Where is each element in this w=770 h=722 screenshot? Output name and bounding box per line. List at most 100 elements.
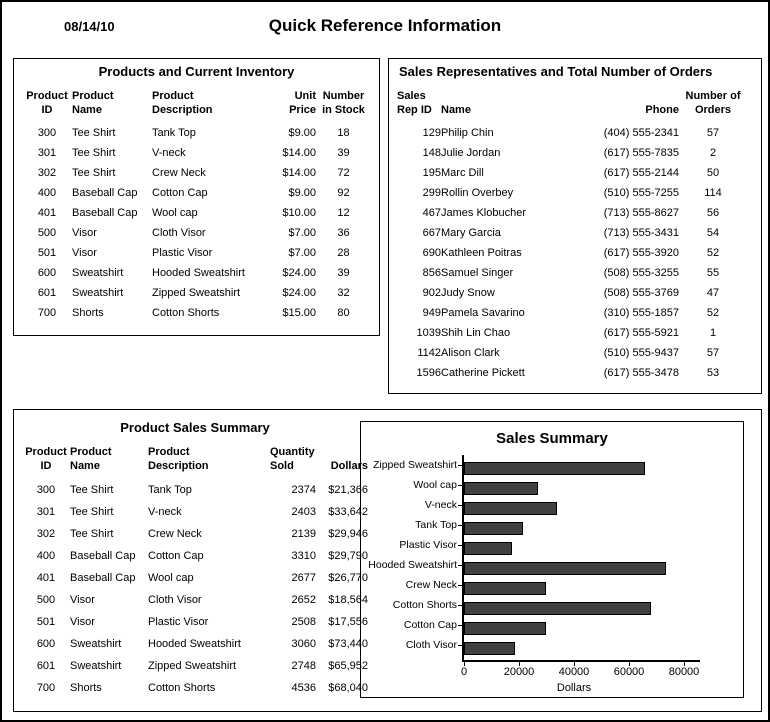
table-cell: Visor — [70, 615, 95, 628]
column-header: Number in Stock — [322, 90, 365, 117]
y-tick-mark — [458, 524, 462, 526]
table-cell: 50 — [706, 166, 720, 179]
table-cell: Tee Shirt — [70, 483, 114, 496]
chart-category-text: Plastic Visor — [399, 539, 457, 551]
table-row: 949 Pamela Savarino (310) 555-1857 52 — [397, 303, 747, 323]
table-row: 300 Tee Shirt Tank Top $9.00 18 — [22, 123, 371, 143]
table-cell: 299 — [422, 186, 441, 199]
table-cell: Baseball Cap — [72, 186, 138, 199]
table-cell: Cotton Shorts — [152, 306, 220, 319]
chart-bar — [464, 461, 645, 475]
sales-reps-panel-title: Sales Representatives and Total Number o… — [399, 64, 713, 79]
chart-bar — [464, 621, 546, 635]
table-cell: 949 — [422, 306, 441, 319]
table-cell: 601 — [36, 659, 56, 672]
table-row: 600 Sweatshirt Hooded Sweatshirt $24.00 39 — [22, 263, 371, 283]
chart-bar — [464, 521, 523, 535]
table-cell: 667 — [422, 226, 441, 239]
table-cell: Rollin Overbey — [441, 186, 514, 199]
table-cell: 57 — [706, 126, 720, 139]
table-cell: 902 — [422, 286, 441, 299]
table-cell: $10.00 — [282, 206, 316, 219]
column-header: Unit Price — [289, 90, 316, 117]
table-row: 400 Baseball Cap Cotton Cap $9.00 92 — [22, 183, 371, 203]
product-sales-title: Product Sales Summary — [120, 420, 270, 435]
column-header: Phone — [645, 104, 679, 117]
table-row: 302 Tee Shirt Crew Neck $14.00 72 — [22, 163, 371, 183]
table-cell: $33,642 — [328, 505, 368, 518]
table-cell: 55 — [706, 266, 720, 279]
table-cell: 1596 — [416, 366, 441, 379]
table-cell: 39 — [337, 266, 350, 279]
chart-bar-row — [464, 638, 700, 658]
table-cell: (510) 555-7255 — [603, 186, 679, 199]
table-row: 600 Sweatshirt Hooded Sweatshirt 3060 $73,44… — [22, 633, 368, 655]
table-row: 1142 Alison Clark (510) 555-9437 57 — [397, 343, 747, 363]
table-row: 300 Tee Shirt Tank Top 2374 $21,366 — [22, 479, 368, 501]
chart-category-text: Cloth Visor — [405, 639, 457, 651]
table-cell: Tee Shirt — [72, 166, 116, 179]
table-cell: 1039 — [416, 326, 441, 339]
y-tick-mark — [458, 504, 462, 506]
table-row: 501 Visor Plastic Visor $7.00 28 — [22, 243, 371, 263]
table-cell: (617) 555-3920 — [603, 246, 679, 259]
table-cell: 4536 — [291, 681, 316, 694]
table-cell: $14.00 — [282, 166, 316, 179]
x-tick-label: 40000 — [558, 666, 590, 678]
table-cell: 2 — [709, 146, 717, 159]
y-tick-mark — [458, 644, 462, 646]
table-row: 667 Mary Garcia (713) 555-3431 54 — [397, 223, 747, 243]
table-row: 700 Shorts Cotton Shorts $15.00 80 — [22, 303, 371, 323]
table-cell: 114 — [704, 186, 722, 199]
table-row: 500 Visor Cloth Visor $7.00 36 — [22, 223, 371, 243]
table-cell: Sweatshirt — [72, 266, 124, 279]
table-row: 195 Marc Dill (617) 555-2144 50 — [397, 163, 747, 183]
table-cell: Hooded Sweatshirt — [148, 637, 241, 650]
table-cell: 129 — [422, 126, 441, 139]
table-cell: Kathleen Poitras — [441, 246, 522, 259]
chart-bar-row — [464, 618, 700, 638]
table-row: 400 Baseball Cap Cotton Cap 3310 $29,790 — [22, 545, 368, 567]
table-cell: Visor — [72, 246, 97, 259]
table-cell: Tank Top — [148, 483, 192, 496]
table-cell: Catherine Pickett — [441, 366, 525, 379]
table-cell: 2748 — [291, 659, 316, 672]
table-cell: $14.00 — [282, 146, 316, 159]
table-cell: Judy Snow — [441, 286, 495, 299]
column-header: Dollars — [330, 460, 368, 473]
inventory-panel: Products and Current Inventory Product I… — [13, 58, 380, 336]
table-cell: $7.00 — [288, 246, 316, 259]
chart-bar-row — [464, 498, 700, 518]
report-date: 08/14/10 — [64, 19, 115, 34]
chart-bar — [464, 481, 538, 495]
table-cell: 400 — [36, 549, 56, 562]
table-cell: Zipped Sweatshirt — [152, 286, 241, 299]
table-cell: 600 — [37, 266, 57, 279]
table-cell: 690 — [422, 246, 441, 259]
table-cell: (713) 555-8627 — [603, 206, 679, 219]
table-cell: 32 — [337, 286, 350, 299]
chart-category-label: Cotton Cap — [361, 615, 462, 635]
table-cell: 501 — [37, 246, 57, 259]
table-cell: V-neck — [148, 505, 182, 518]
table-cell: 2508 — [291, 615, 316, 628]
table-cell: 92 — [337, 186, 350, 199]
sales-reps-table: Sales Rep ID Name Phone Number of Orders 129… — [397, 89, 747, 383]
table-cell: Tee Shirt — [72, 146, 116, 159]
table-cell: 72 — [337, 166, 350, 179]
table-cell: Pamela Savarino — [441, 306, 525, 319]
table-cell: Baseball Cap — [72, 206, 138, 219]
x-tick-mark — [684, 662, 685, 666]
table-cell: 52 — [706, 246, 720, 259]
table-row: 601 Sweatshirt Zipped Sweatshirt 2748 $65,95… — [22, 655, 368, 677]
table-cell: (510) 555-9437 — [603, 346, 679, 359]
table-cell: $9.00 — [288, 126, 316, 139]
column-header: Product Description — [152, 90, 213, 117]
column-header: Product ID — [25, 446, 67, 473]
table-cell: Mary Garcia — [441, 226, 501, 239]
x-tick-label: 60000 — [613, 666, 645, 678]
table-cell: 302 — [36, 527, 56, 540]
table-row: 299 Rollin Overbey (510) 555-7255 114 — [397, 183, 747, 203]
chart-title: Sales Summary — [496, 430, 608, 447]
chart-category-text: Cotton Shorts — [392, 599, 457, 611]
